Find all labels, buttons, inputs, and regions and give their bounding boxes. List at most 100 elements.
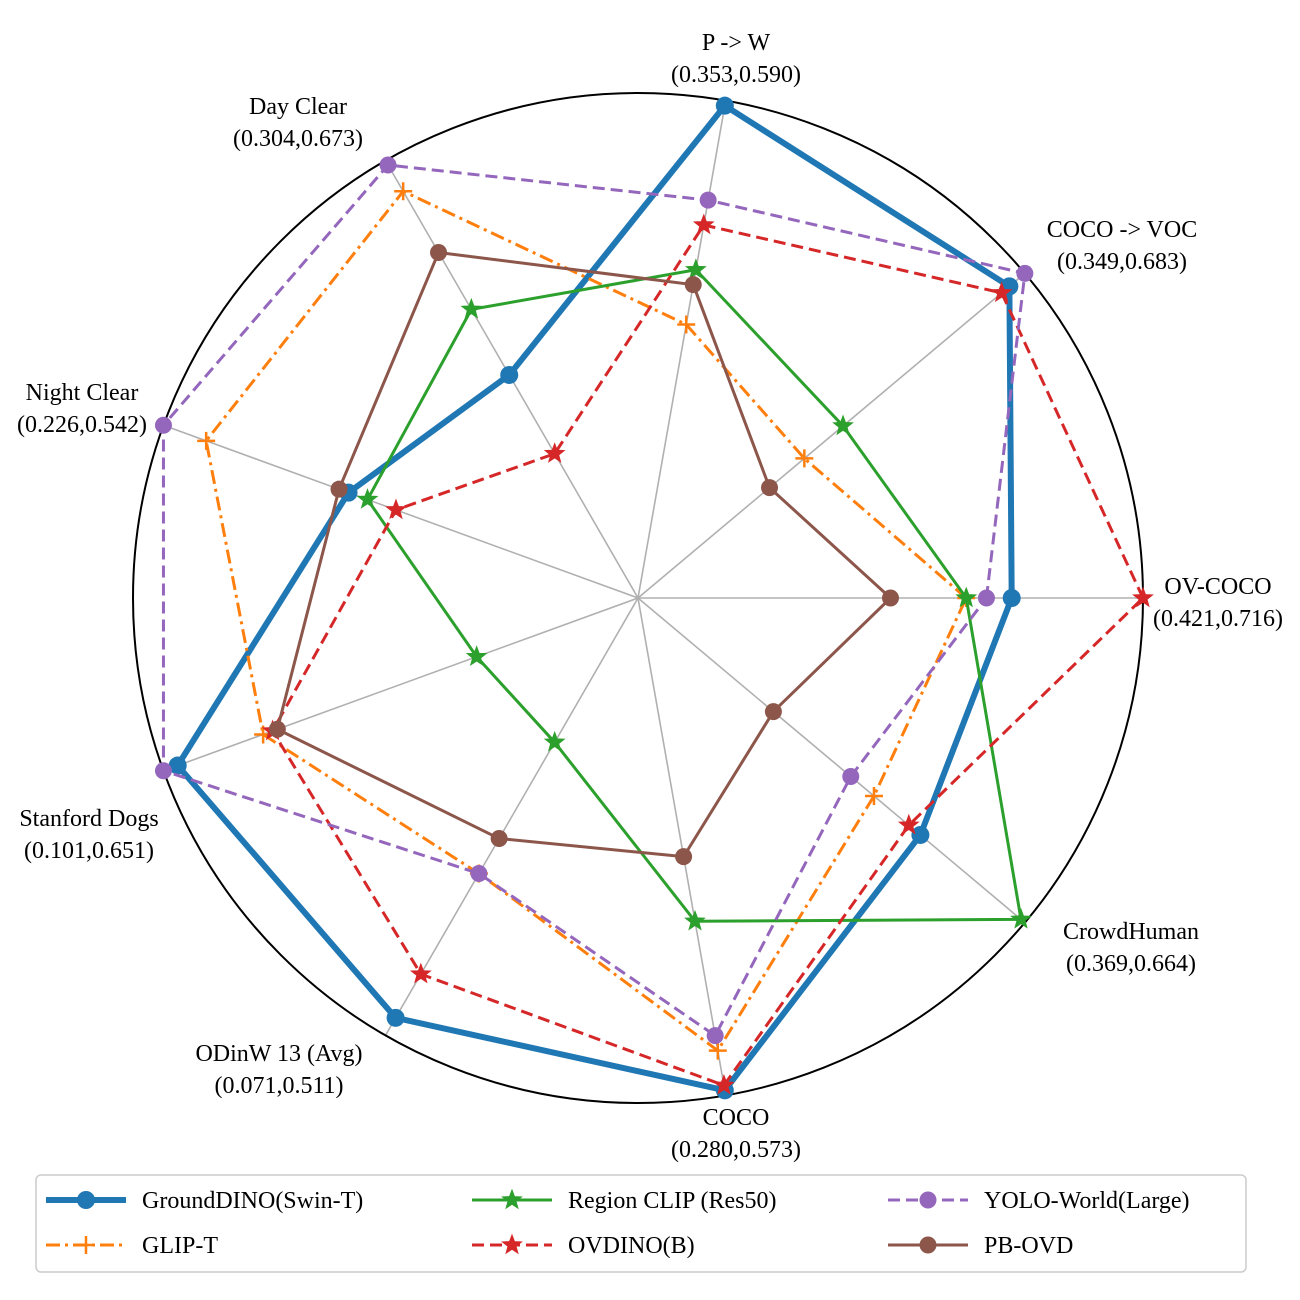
series-4 (154, 156, 1034, 1045)
data-point-5-1 (761, 479, 779, 497)
data-point-0-0 (1002, 589, 1021, 607)
legend-item-3: OVDINO(B) (472, 1233, 695, 1259)
data-point-4-0 (977, 589, 995, 607)
data-point-2-3 (460, 297, 483, 319)
legend-label-2: Region CLIP (Res50) (568, 1188, 776, 1214)
data-point-2-7 (684, 909, 706, 931)
data-point-2-8 (1010, 907, 1032, 929)
axis-range-2: (0.353,0.590) (671, 62, 801, 88)
axis-label-4: Night Clear (26, 380, 139, 406)
data-point-3-7 (713, 1073, 735, 1095)
data-point-0-3 (500, 365, 519, 384)
axis-range-6: (0.071,0.511) (214, 1073, 343, 1099)
legend-marker-5 (919, 1236, 937, 1254)
series-5 (268, 243, 899, 866)
radar-grid (132, 92, 1144, 1104)
data-point-0-8 (911, 825, 930, 844)
data-point-5-6 (490, 830, 508, 848)
data-point-2-2 (685, 258, 707, 280)
data-point-4-8 (842, 768, 860, 786)
series-line-4 (161, 163, 1027, 1038)
axis-range-4: (0.226,0.542) (17, 412, 147, 438)
legend-item-4: YOLO-World(Large) (888, 1188, 1190, 1214)
series-line-1 (204, 189, 968, 1053)
legend-label-5: PB-OVD (984, 1233, 1073, 1259)
legend-item-1: GLIP-T (46, 1233, 218, 1259)
data-point-4-1 (1016, 264, 1034, 282)
spoke-5 (163, 597, 639, 772)
axis-label-6: ODinW 13 (Avg) (195, 1041, 362, 1067)
data-point-4-7 (706, 1027, 724, 1045)
legend-label-1: GLIP-T (142, 1233, 218, 1259)
spoke-2 (637, 100, 727, 599)
legend: GroundDINO(Swin-T) GLIP-T Region CLIP (Res… (35, 1174, 1247, 1273)
data-point-3-6 (409, 962, 432, 984)
data-point-3-1 (990, 281, 1013, 303)
series-line-0 (174, 102, 1015, 1094)
series-line-3 (271, 223, 1145, 1087)
data-point-1-3 (394, 182, 413, 201)
series-2 (356, 258, 1032, 931)
series-3 (261, 213, 1154, 1095)
legend-label-3: OVDINO(B) (568, 1233, 695, 1259)
series-1 (197, 182, 976, 1060)
axis-label-5: Stanford Dogs (19, 806, 158, 832)
data-point-5-3 (430, 243, 448, 261)
axis-label-3: Day Clear (249, 94, 347, 120)
axis-range-7: (0.280,0.573) (671, 1137, 801, 1163)
legend-marker-2 (501, 1188, 523, 1210)
data-point-3-4 (385, 498, 407, 520)
legend-marker-4 (919, 1191, 937, 1209)
data-point-1-1 (795, 449, 814, 468)
radar-series (154, 96, 1154, 1100)
data-point-3-0 (1132, 586, 1154, 608)
data-point-3-2 (692, 213, 715, 235)
axis-label-1: COCO -> VOC (1047, 217, 1197, 243)
spoke-1 (637, 272, 1026, 599)
axis-range-3: (0.304,0.673) (233, 126, 363, 152)
spoke-6 (384, 597, 639, 1036)
axis-label-8: CrowdHuman (1063, 919, 1199, 945)
series-line-2 (366, 268, 1023, 923)
legend-label-4: YOLO-World(Large) (984, 1188, 1190, 1214)
legend-marker-0 (77, 1191, 95, 1209)
spoke-4 (163, 424, 639, 599)
series-line-5 (275, 251, 892, 859)
data-point-1-7 (708, 1041, 727, 1060)
legend-label-0: GroundDINO(Swin-T) (142, 1188, 363, 1214)
data-point-2-1 (832, 414, 854, 436)
data-point-5-0 (882, 589, 899, 607)
data-point-0-6 (386, 1008, 405, 1027)
data-point-5-2 (684, 276, 702, 294)
data-point-5-4 (330, 480, 348, 498)
data-point-1-4 (197, 431, 216, 450)
axis-label-0: OV-COCO (1164, 574, 1271, 600)
data-point-1-2 (677, 315, 696, 334)
data-point-1-8 (864, 787, 883, 806)
series-0 (168, 96, 1021, 1100)
data-point-5-8 (764, 703, 782, 721)
legend-item-2: Region CLIP (Res50) (472, 1188, 776, 1214)
axis-label-2: P -> W (702, 30, 771, 56)
data-point-4-4 (154, 416, 172, 434)
data-point-3-8 (897, 813, 920, 835)
legend-marker-1 (77, 1236, 95, 1254)
data-point-4-5 (154, 762, 172, 780)
spoke-8 (637, 597, 1026, 924)
data-point-3-3 (543, 442, 566, 463)
axis-range-0: (0.421,0.716) (1153, 606, 1283, 632)
data-point-5-7 (675, 848, 693, 866)
axis-range-8: (0.369,0.664) (1066, 951, 1196, 977)
legend-item-0: GroundDINO(Swin-T) (46, 1188, 363, 1214)
data-point-2-5 (465, 645, 488, 666)
axis-label-7: COCO (703, 1105, 770, 1131)
axis-range-5: (0.101,0.651) (24, 838, 154, 864)
data-point-4-3 (379, 156, 397, 174)
data-point-4-2 (699, 191, 717, 209)
legend-item-5: PB-OVD (888, 1233, 1073, 1259)
data-point-2-4 (356, 488, 379, 509)
spoke-7 (637, 597, 727, 1096)
data-point-0-2 (715, 96, 734, 115)
legend-marker-3 (501, 1233, 523, 1255)
